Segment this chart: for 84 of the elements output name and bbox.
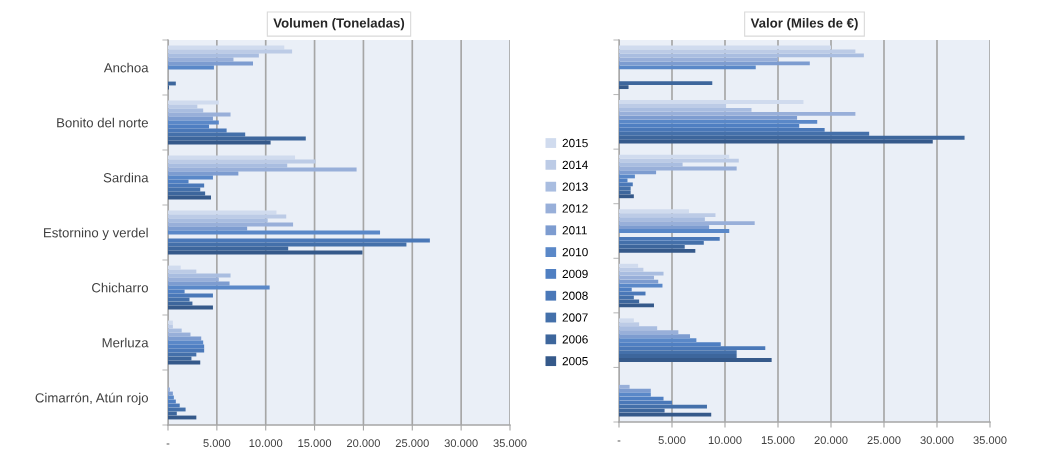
bar — [619, 322, 640, 327]
x-tick-label: - — [617, 440, 621, 442]
x-tick-label: 35.000 — [973, 436, 1007, 445]
bar — [619, 100, 804, 104]
chart-title: Valor (Miles de €) — [750, 17, 858, 31]
bar — [619, 244, 685, 249]
legend-label: 2012 — [562, 204, 588, 213]
bar — [619, 346, 766, 350]
y-tick-label: Anchoa — [103, 62, 149, 73]
legend-label: 2007 — [562, 313, 588, 322]
bar — [619, 213, 716, 218]
y-tick-label: Cimarrón, Atún rojo — [35, 392, 149, 406]
bar — [619, 57, 778, 62]
bar — [619, 194, 634, 199]
x-tick-label: 25.000 — [395, 439, 429, 448]
bar — [619, 65, 756, 70]
y-tick-label: Merluza — [102, 337, 149, 348]
bar — [619, 139, 933, 144]
x-tick-label: 15.000 — [298, 439, 332, 448]
bar — [619, 225, 710, 229]
x-tick-label: 5.000 — [203, 439, 231, 448]
x-tick-label: 30.000 — [444, 439, 478, 448]
bar — [619, 115, 798, 120]
bar — [619, 209, 689, 214]
legend-label: 2014 — [562, 160, 588, 170]
legend-label: 2015 — [562, 138, 588, 148]
bar — [619, 217, 705, 221]
bar — [619, 326, 658, 331]
bar — [619, 334, 691, 339]
x-tick-label: 20.000 — [814, 436, 848, 445]
bar — [619, 81, 713, 86]
bar — [619, 229, 730, 233]
legend-label: 2005 — [562, 356, 588, 366]
bar — [619, 330, 679, 335]
x-tick-label: 10.000 — [249, 439, 283, 448]
bar — [619, 271, 664, 276]
bar — [619, 135, 965, 140]
chart-title: Volumen (Toneladas) — [273, 17, 405, 31]
x-tick-label: 35.000 — [493, 439, 527, 448]
bar — [619, 190, 631, 195]
y-tick-label: Sardina — [103, 172, 149, 183]
bar — [619, 131, 870, 136]
bar — [619, 318, 634, 323]
x-tick-label: - — [166, 443, 170, 445]
bar — [619, 404, 707, 409]
bar — [619, 182, 633, 187]
y-tick-label: Bonito del norte — [57, 117, 148, 128]
y-tick-label: Estornino y verdel — [44, 227, 148, 241]
bar — [619, 384, 630, 389]
bar — [619, 112, 856, 116]
bar — [619, 354, 737, 358]
bar — [619, 127, 825, 132]
bar — [619, 358, 772, 362]
bar — [619, 53, 864, 58]
x-tick-label: 25.000 — [867, 436, 901, 445]
bar — [619, 186, 631, 191]
bar — [619, 237, 720, 241]
bar — [619, 221, 755, 225]
bar — [619, 388, 651, 393]
bar — [619, 108, 752, 112]
legend-label: 2009 — [562, 269, 588, 279]
bar — [619, 61, 810, 66]
y-tick-label: Chicharro — [92, 282, 149, 293]
x-tick-label: 30.000 — [920, 436, 954, 445]
x-tick-label: 5.000 — [658, 436, 686, 445]
x-tick-label: 20.000 — [347, 439, 380, 448]
x-tick-label: 15.000 — [761, 436, 795, 445]
legend-label: 2008 — [562, 291, 588, 300]
bar — [619, 119, 818, 124]
bar — [619, 263, 639, 268]
bar — [619, 267, 644, 272]
legend-label: 2010 — [562, 247, 588, 257]
bar — [619, 241, 704, 245]
bar — [619, 400, 672, 405]
bar — [619, 275, 654, 280]
bar — [619, 248, 696, 253]
legend-label: 2013 — [562, 182, 588, 191]
bar — [619, 85, 629, 90]
bar — [619, 279, 659, 284]
bar — [619, 104, 727, 108]
legend-label: 2006 — [562, 335, 588, 344]
x-tick-label: 10.000 — [708, 436, 742, 445]
legend-label: 2011 — [562, 226, 587, 235]
bar — [619, 350, 737, 354]
